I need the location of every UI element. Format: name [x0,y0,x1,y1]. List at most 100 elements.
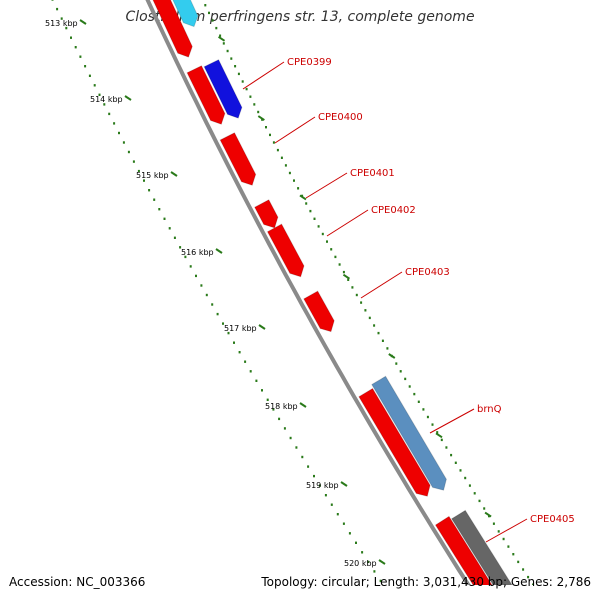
scale-dot [153,198,156,201]
scale-dot [238,351,241,354]
scale-dot [103,103,106,106]
scale-dot [158,208,161,211]
gene-arrow [371,375,447,491]
outer-track-dot [426,415,429,419]
scale-dot [84,65,87,68]
outer-track-dot [445,446,448,449]
outer-track-dot [404,377,407,381]
outer-track-dot [468,484,471,487]
scale-dot [173,236,176,239]
outer-track-dot [208,11,210,15]
kbp-label: 513 kbp [45,19,78,28]
scale-dot [168,227,171,230]
gene-label: CPE0405 [530,514,575,525]
genome-backbone [145,0,471,585]
gene-leader-line [429,408,475,434]
outer-track-dot [413,392,416,396]
scale-dot [324,494,327,497]
scale-dot [330,503,333,506]
outer-track-dot [459,469,462,472]
kbp-tick [215,248,223,254]
outer-track-dot [473,492,476,495]
kbp-label: 518 kbp [265,402,298,411]
outer-track-dot [288,171,291,175]
scale-dot [51,0,54,1]
outer-track-dot [234,65,237,68]
gene-arrow [172,0,199,28]
scale-dot [148,189,151,192]
gene-label: CPE0401 [350,168,395,179]
gene-arrow [254,199,279,229]
outer-track-tick [342,273,351,280]
gene-label: CPE0403 [405,267,450,278]
gene-leader-line [305,172,348,199]
outer-track-dot [269,133,271,137]
gene-leader-line [360,271,403,299]
outer-track-dot [422,408,425,411]
scale-dot [118,131,120,135]
outer-track-dot [215,26,218,30]
outer-track-dot [257,110,260,114]
outer-track-dot [326,240,328,243]
outer-track-dot [417,400,420,403]
kbp-label: 514 kbp [90,95,123,104]
outer-track-dot [522,568,525,571]
outer-track-dot [532,583,534,585]
outer-track-dot [230,57,233,60]
outer-track-tick [257,115,265,121]
gene-arrow [434,515,493,585]
scale-dot [355,541,357,544]
outer-track-dot [399,370,402,373]
outer-track-dot [249,95,252,98]
outer-track-dot [517,560,520,564]
scale-dot [348,532,351,535]
outer-track-dot [342,270,345,274]
outer-track-dot [219,34,222,37]
kbp-tick [340,481,348,487]
outer-track-dot [436,431,439,434]
scale-dot [367,560,370,564]
outer-track-dot [377,331,380,335]
scale-dot [74,46,77,49]
outer-track-dot [241,80,244,83]
outer-track-tick [217,35,226,42]
scale-dot [56,7,59,11]
scale-dot [143,179,145,182]
scale-dot [79,55,82,58]
scale-dot [132,160,135,163]
gene-label: CPE0399 [287,57,332,68]
outer-track-dot [280,156,283,159]
scale-dot [137,169,140,173]
gene-arrow [203,59,243,119]
outer-track-dot [368,316,371,320]
gene-arrow [358,387,431,497]
outer-track-dot [284,164,287,167]
scale-dot [200,284,203,287]
scale-dot [318,484,321,487]
scale-dot [189,265,192,268]
outer-track-dot [497,530,500,533]
outer-track-dot [245,87,248,91]
outer-track-dot [395,362,398,365]
gene-arrow [451,509,513,585]
scale-dot [222,322,224,325]
outer-track-dot [512,553,515,556]
gene-arrow [266,223,305,278]
outer-track-dot [293,179,295,182]
outer-track-dot [313,217,316,220]
scale-dot [108,112,111,116]
kbp-label: 516 kbp [181,248,214,257]
scale-dot [88,74,91,77]
gene-label: CPE0402 [371,205,416,216]
outer-track-tick [435,432,443,439]
kbp-label: 519 kbp [306,481,339,490]
scale-dot [205,293,208,297]
scale-dot [244,360,247,363]
kbp-tick [124,95,132,101]
outer-track-dot [347,278,350,281]
outer-track-dot [464,476,467,480]
outer-track-dot [373,324,376,327]
gene-leader-line [485,518,528,543]
outer-track-dot [204,4,207,7]
